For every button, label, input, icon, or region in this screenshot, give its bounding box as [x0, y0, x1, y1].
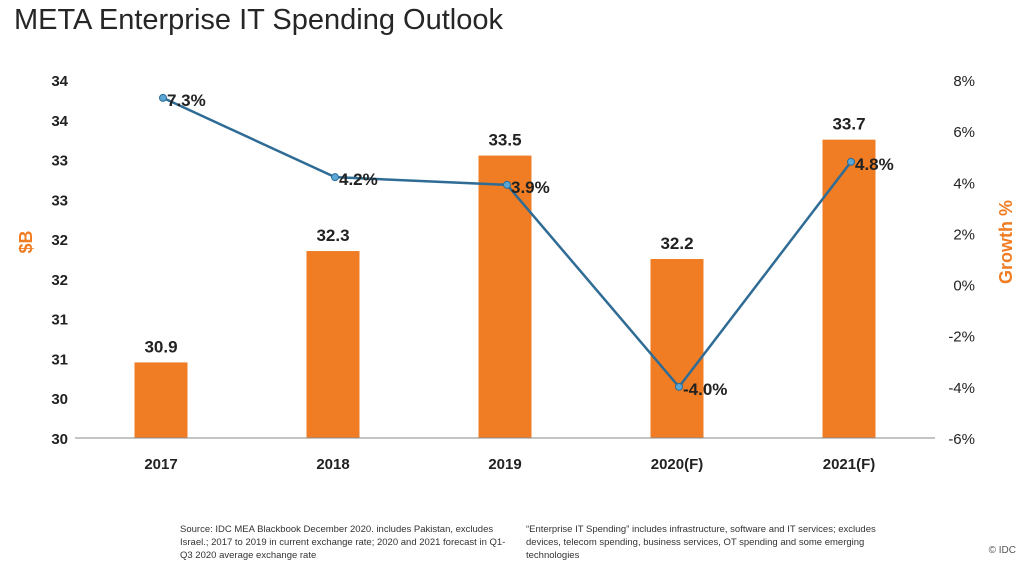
bar-value-label: 32.3	[316, 226, 349, 245]
y2-tick-label: 2%	[953, 226, 975, 243]
y2-axis-label: Growth %	[996, 200, 1016, 284]
growth-value-label: 3.9%	[511, 178, 550, 197]
bar-value-label: 33.7	[832, 115, 865, 134]
y2-tick-label: -4%	[948, 380, 975, 397]
growth-line-series: 7.3% 4.2% 3.9% -4.0% 4.8%	[159, 91, 894, 399]
y-tick-label: 34	[51, 113, 68, 130]
y-axis-right: -6% -4% -2% 0% 2% 4% 6% 8%	[948, 73, 975, 448]
chart-title: META Enterprise IT Spending Outlook	[14, 4, 503, 36]
y2-tick-label: -6%	[948, 431, 975, 448]
y-tick-label: 31	[51, 351, 68, 368]
bar	[306, 251, 360, 438]
y-tick-label: 32	[51, 232, 68, 249]
bar-value-label: 32.2	[660, 234, 693, 253]
bar	[134, 362, 188, 438]
definition-footnote: “Enterprise IT Spending” includes infras…	[526, 524, 876, 561]
copyright-notice: © IDC	[988, 545, 1016, 556]
y2-tick-label: -2%	[948, 329, 975, 346]
growth-point	[847, 157, 855, 166]
source-footnote: Source: IDC MEA Blackbook December 2020.…	[180, 524, 506, 561]
bar	[822, 139, 876, 438]
y-tick-label: 33	[51, 153, 68, 170]
x-tick-label: 2020(F)	[651, 456, 704, 473]
y-tick-label: 30	[51, 431, 68, 448]
x-tick-label: 2017	[144, 456, 177, 473]
y-tick-label: 30	[51, 391, 68, 408]
growth-value-label: 4.8%	[855, 155, 894, 174]
growth-value-label: 7.3%	[167, 91, 206, 110]
bar-value-label: 33.5	[488, 131, 521, 150]
y2-tick-label: 8%	[953, 73, 975, 90]
x-tick-label: 2021(F)	[823, 456, 876, 473]
growth-point	[503, 180, 511, 189]
y-tick-label: 33	[51, 192, 68, 209]
y-axis-left: 30 30 31 31 32 32 33 33 34 34	[51, 73, 68, 448]
x-tick-label: 2019	[488, 456, 521, 473]
bar	[650, 259, 704, 438]
y2-tick-label: 4%	[953, 175, 975, 192]
x-axis: 2017 2018 2019 2020(F) 2021(F)	[75, 437, 935, 473]
x-tick-label: 2018	[316, 456, 349, 473]
y-tick-label: 32	[51, 272, 68, 289]
bar-value-label: 30.9	[144, 337, 177, 356]
y-tick-label: 34	[51, 73, 68, 90]
growth-point	[675, 382, 683, 391]
y2-tick-label: 6%	[953, 124, 975, 141]
growth-point	[159, 93, 167, 102]
y2-tick-label: 0%	[953, 278, 975, 295]
y-tick-label: 31	[51, 312, 68, 329]
growth-value-label: -4.0%	[683, 380, 727, 399]
bar	[478, 155, 532, 439]
growth-value-label: 4.2%	[339, 170, 378, 189]
growth-point	[331, 173, 339, 182]
y-axis-label: $B	[16, 230, 36, 253]
